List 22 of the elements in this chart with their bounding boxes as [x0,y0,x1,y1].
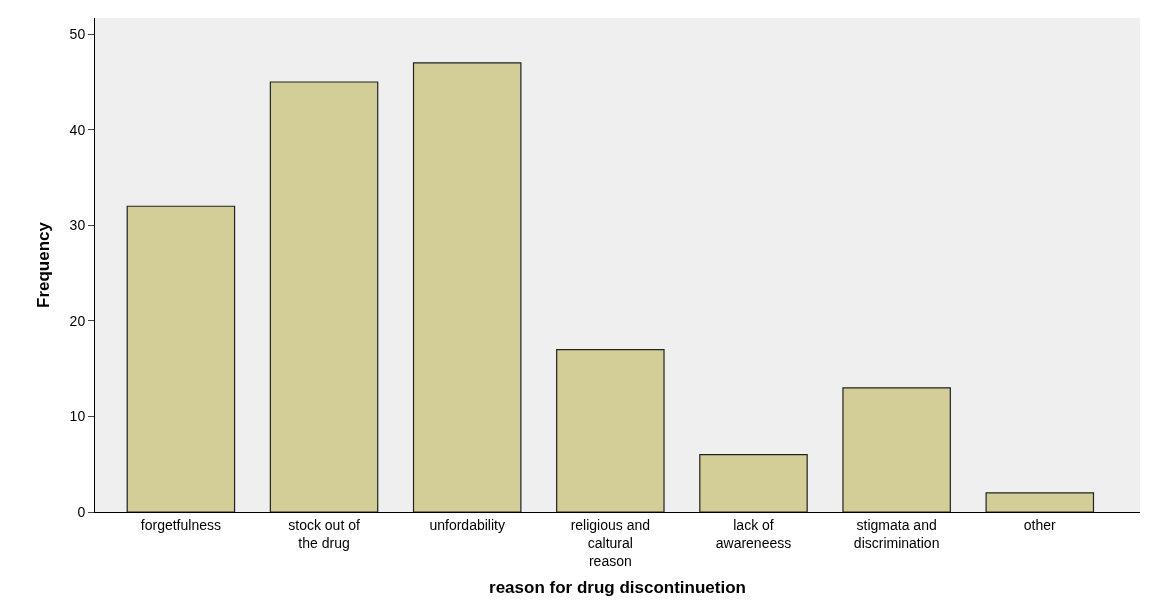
x-tick-label: religious and caltural reason [570,516,651,570]
bar [126,205,236,512]
y-tick-label: 20 [69,312,86,329]
bar [269,81,379,512]
y-tick-label: 40 [69,121,86,138]
x-axis-title: reason for drug discontinuetion [489,577,746,597]
x-tick-label: stigmata and discrimination [853,516,940,551]
x-tick-label: unfordability [429,516,505,533]
bar [842,387,951,512]
bar [699,454,808,512]
x-tick-label: lack of awareneess [715,516,792,551]
bar [412,62,522,512]
bar [556,348,665,512]
bar [985,492,1095,512]
y-tick-label: 30 [69,217,86,234]
y-tick-label: 0 [77,503,86,520]
y-tick-label: 50 [69,26,86,43]
y-axis-title: Frequency [34,221,54,308]
x-tick-label: stock out of the drug [288,516,360,551]
x-tick-label: other [1023,516,1057,533]
y-tick-label: 10 [69,408,86,425]
x-tick-label: forgetfulness [140,516,221,533]
